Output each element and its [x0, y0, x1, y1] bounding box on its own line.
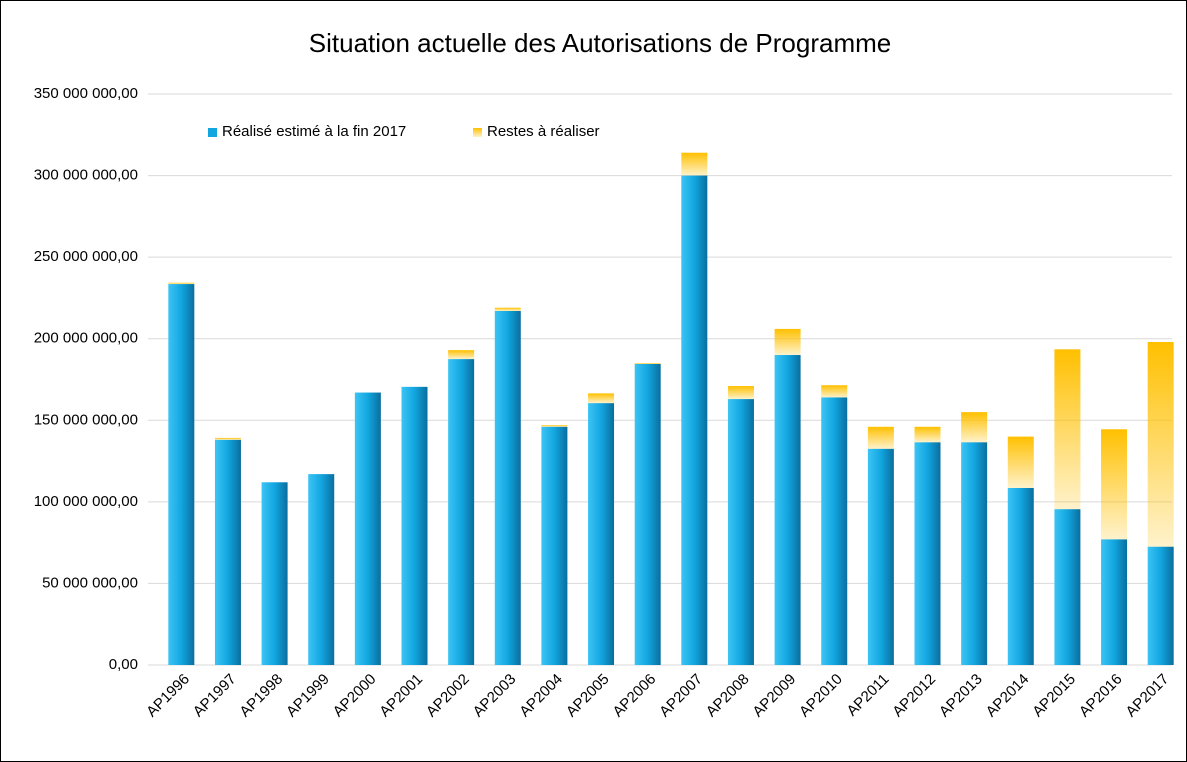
bar-segment	[1007, 436, 1034, 488]
bar-segment	[541, 426, 568, 665]
legend-label: Réalisé estimé à la fin 2017	[222, 123, 406, 140]
bar-segment	[261, 482, 288, 665]
bar-segment	[774, 328, 801, 356]
bar-segment	[727, 399, 754, 665]
y-tick-label: 350 000 000,00	[34, 85, 138, 102]
bar-segment	[681, 152, 708, 176]
bar-segment	[354, 392, 381, 665]
y-tick-label: 0,00	[109, 656, 138, 673]
bar-segment	[914, 442, 941, 665]
bar-segment	[448, 350, 475, 360]
bar-segment	[1101, 429, 1128, 540]
bar-segment	[588, 403, 615, 665]
bar-segment	[1007, 487, 1034, 665]
y-tick-label: 150 000 000,00	[34, 411, 138, 428]
bar-segment	[168, 282, 195, 285]
bar-segment	[214, 439, 241, 665]
bar-segment	[867, 448, 894, 665]
bar-segment	[214, 437, 241, 440]
bar-segment	[1101, 539, 1128, 665]
bar-segment	[914, 426, 941, 443]
bar-segment	[308, 474, 335, 665]
bar-segment	[588, 393, 615, 404]
bar-segment	[494, 307, 521, 311]
bar-segment	[401, 386, 428, 665]
bar-segment	[867, 426, 894, 449]
bar-segment	[821, 397, 848, 665]
legend-swatch	[473, 128, 482, 137]
bar-segment	[681, 175, 708, 666]
bar-segment	[1054, 349, 1081, 510]
y-tick-label: 100 000 000,00	[34, 493, 138, 510]
bar-segment	[961, 412, 988, 443]
legend-label: Restes à réaliser	[487, 123, 600, 140]
bar-segment	[1147, 546, 1174, 665]
y-tick-label: 50 000 000,00	[42, 574, 138, 591]
bar-segment	[1054, 509, 1081, 665]
bar-segment	[634, 364, 661, 665]
bar-segment	[448, 359, 475, 665]
legend-swatch	[208, 128, 217, 137]
bar-segment	[494, 310, 521, 665]
bar-segment	[168, 284, 195, 665]
bar-segment	[1147, 341, 1174, 547]
bar-segment	[821, 385, 848, 398]
bar-segment	[727, 386, 754, 400]
bar-segment	[774, 355, 801, 665]
y-tick-label: 250 000 000,00	[34, 248, 138, 265]
bar-segment	[961, 442, 988, 665]
chart-title: Situation actuelle des Autorisations de …	[309, 28, 891, 58]
y-tick-label: 300 000 000,00	[34, 167, 138, 184]
y-tick-label: 200 000 000,00	[34, 330, 138, 347]
bar-segment	[541, 425, 568, 427]
bar-segment	[634, 363, 661, 365]
